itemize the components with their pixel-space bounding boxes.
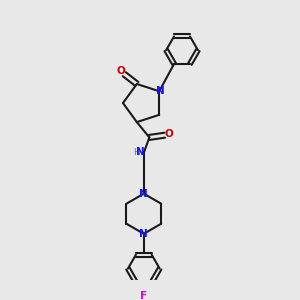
Text: N: N (140, 229, 148, 239)
Text: O: O (165, 129, 173, 139)
Text: N: N (136, 147, 145, 157)
Text: N: N (140, 189, 148, 199)
Text: F: F (140, 291, 147, 300)
Text: N: N (156, 86, 165, 96)
Text: O: O (116, 66, 125, 76)
Text: H: H (133, 148, 140, 157)
